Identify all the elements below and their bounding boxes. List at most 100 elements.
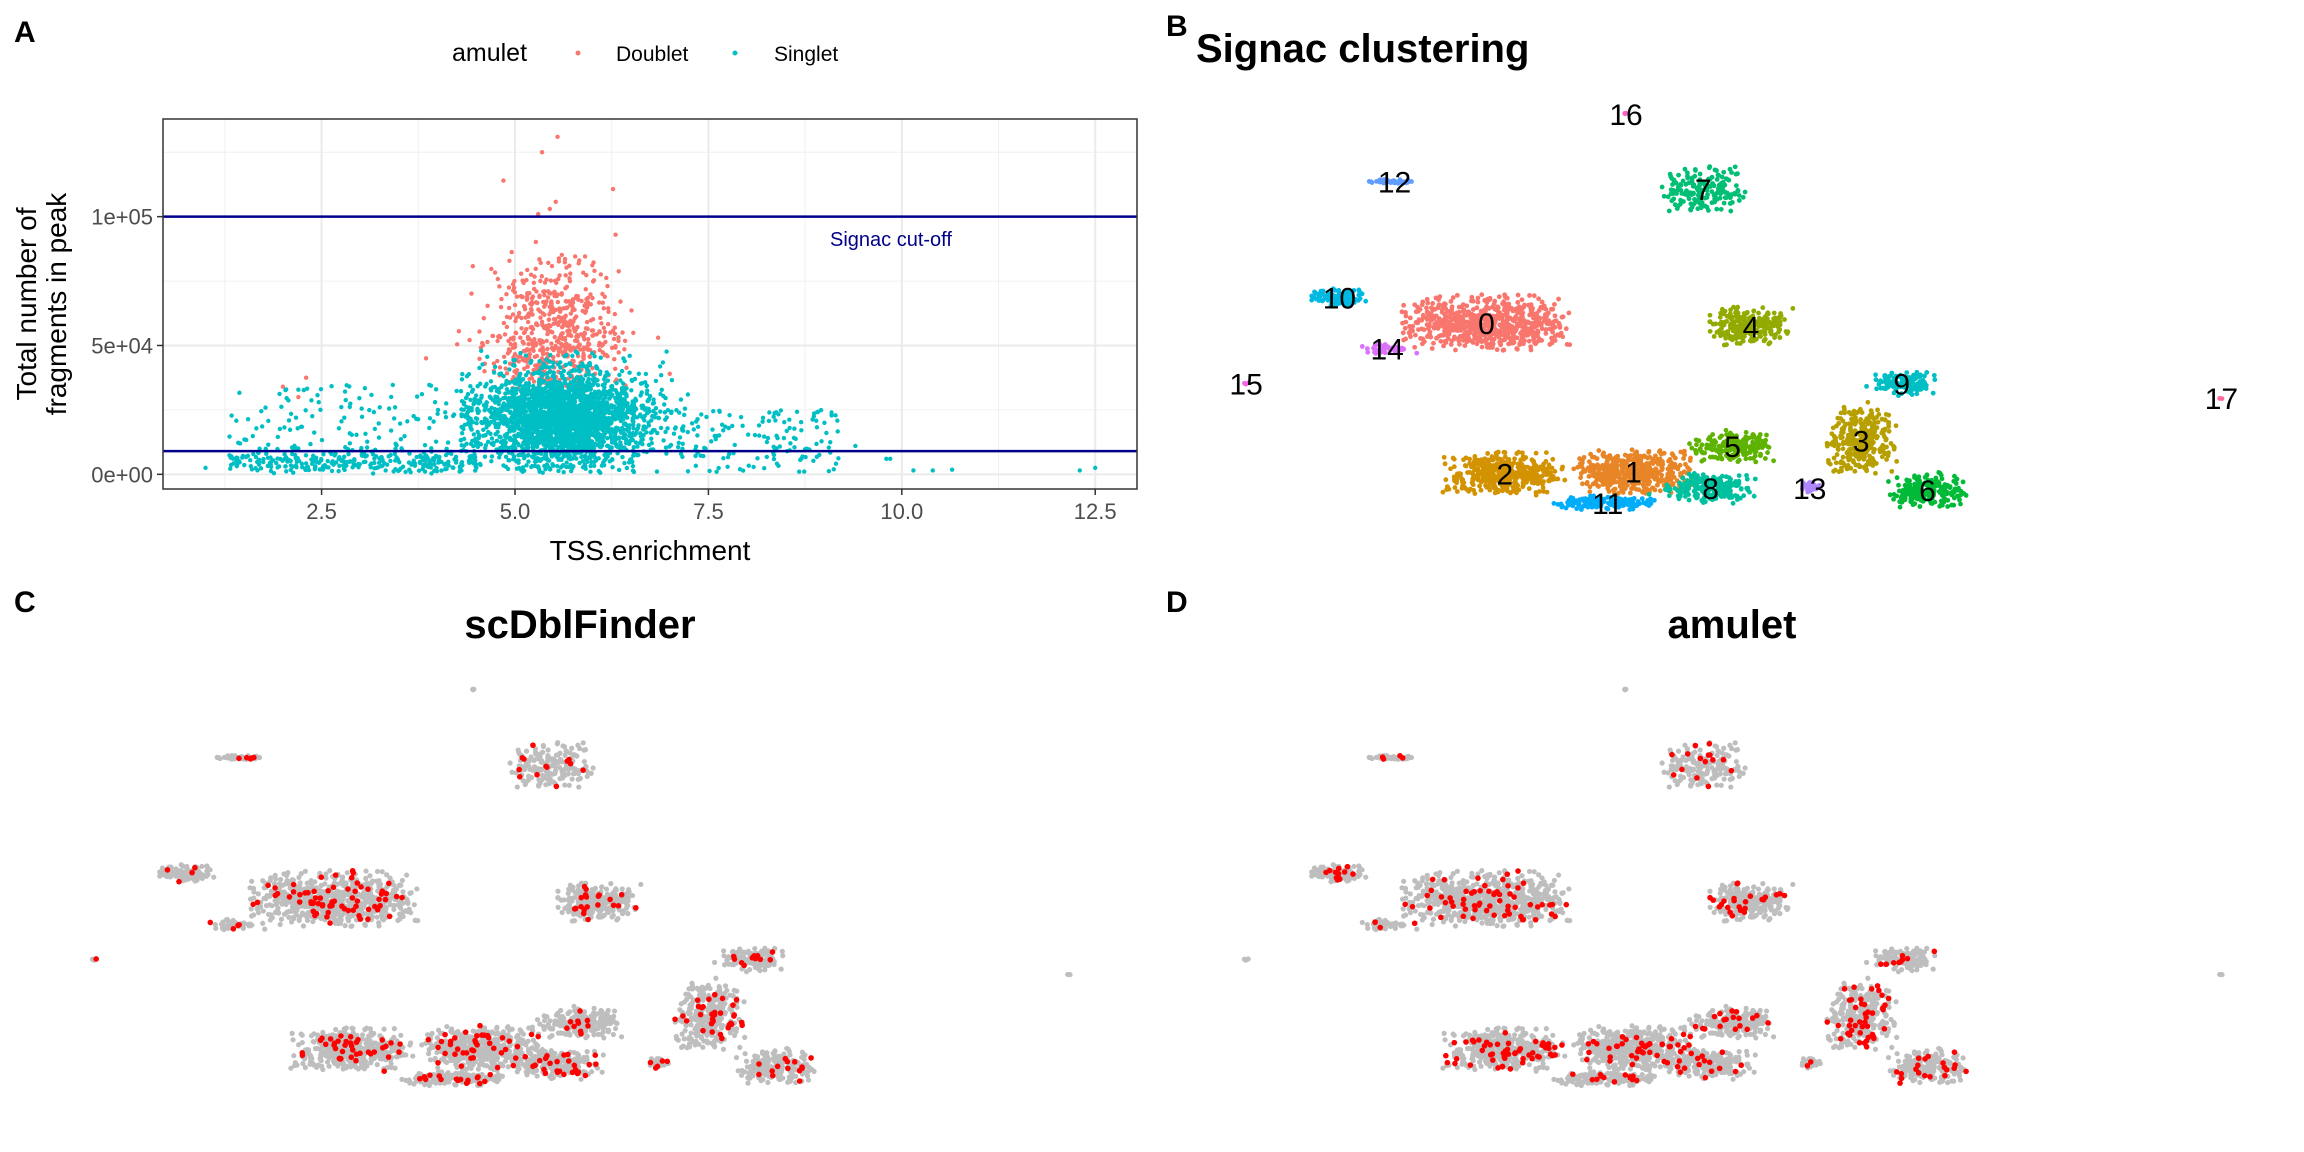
cell-point-cluster-1 <box>1617 475 1623 481</box>
point-singlet <box>406 460 412 465</box>
point-singlet <box>301 387 307 393</box>
cell-point-cluster-0 <box>1471 318 1476 324</box>
point-singlet <box>339 404 344 410</box>
point-singlet <box>568 373 573 379</box>
point-singlet <box>561 403 567 408</box>
point-doublet <box>613 345 618 350</box>
point-singlet <box>556 468 561 474</box>
point-singlet <box>630 416 636 421</box>
cell-point-cluster-0 <box>1416 327 1421 333</box>
cell-point-cluster-0 <box>1401 302 1407 308</box>
point-singlet <box>576 420 581 425</box>
point-doublet <box>563 286 568 291</box>
point-singlet <box>507 458 512 463</box>
point-singlet <box>550 382 555 388</box>
point-singlet <box>585 413 591 419</box>
point-doublet <box>519 315 524 321</box>
point-doublet <box>568 348 573 353</box>
point-singlet <box>526 452 531 458</box>
cell-point-cluster-1 <box>1571 466 1577 472</box>
point-doublet <box>490 333 495 339</box>
point-doublet <box>582 331 588 336</box>
point-singlet <box>751 464 756 470</box>
point-singlet <box>605 378 611 383</box>
point-singlet <box>535 430 540 435</box>
cell-point-cluster-0 <box>1428 312 1434 318</box>
point-doublet <box>467 337 472 343</box>
point-doublet <box>296 394 301 400</box>
point-doublet <box>551 316 557 322</box>
point-doublet <box>538 278 543 284</box>
point-singlet <box>547 369 553 374</box>
cell-point-cluster-1 <box>1672 461 1678 467</box>
point-singlet <box>662 402 667 407</box>
point-singlet <box>260 459 266 465</box>
point-singlet <box>512 396 518 402</box>
point-doublet <box>629 308 634 313</box>
cell-point-cluster-1 <box>1594 456 1600 462</box>
point-doublet <box>542 312 547 317</box>
cell-point-cluster-1 <box>1652 470 1657 476</box>
point-doublet <box>575 339 580 344</box>
point-singlet <box>403 469 408 475</box>
point-singlet <box>561 442 566 447</box>
point-singlet <box>619 403 625 409</box>
point-singlet <box>237 390 242 395</box>
point-singlet <box>581 413 587 419</box>
point-singlet <box>461 426 466 432</box>
point-singlet <box>643 371 649 377</box>
cell-point-cluster-1 <box>1675 466 1681 472</box>
point-singlet <box>439 468 444 473</box>
point-doublet <box>541 304 547 309</box>
point-doublet <box>527 347 532 353</box>
cell-point-cluster-0 <box>1504 295 1510 301</box>
point-singlet <box>259 408 264 414</box>
point-singlet <box>315 392 320 398</box>
cell-point-cluster-0 <box>1482 298 1488 303</box>
point-doublet <box>539 274 544 279</box>
point-doublet <box>575 293 581 299</box>
point-doublet <box>510 282 516 287</box>
cell-point-cluster-0 <box>1500 347 1506 353</box>
point-doublet <box>568 311 574 316</box>
legend-label-singlet: Singlet <box>774 43 838 66</box>
point-singlet <box>774 433 779 439</box>
point-singlet <box>316 400 321 405</box>
point-singlet <box>815 410 820 415</box>
point-singlet <box>432 399 438 405</box>
point-singlet <box>660 360 666 365</box>
point-doublet <box>612 311 618 317</box>
point-doublet <box>616 338 621 344</box>
cell-point-cluster-1 <box>1600 466 1605 471</box>
point-doublet <box>495 276 500 282</box>
point-singlet <box>517 406 522 411</box>
point-doublet <box>598 272 604 277</box>
point-singlet <box>593 414 599 419</box>
point-doublet <box>612 366 618 372</box>
point-singlet <box>543 385 549 390</box>
point-singlet <box>617 398 622 403</box>
point-singlet <box>604 424 610 429</box>
point-singlet <box>685 469 691 474</box>
point-singlet <box>536 464 541 469</box>
point-doublet <box>525 364 530 369</box>
point-singlet <box>555 430 561 436</box>
point-singlet <box>551 412 556 418</box>
point-singlet <box>631 426 636 431</box>
cell-point-cluster-1 <box>1669 451 1675 457</box>
panel-label-a: A <box>14 16 36 49</box>
cell-point-cluster-1 <box>1649 485 1655 491</box>
point-singlet <box>561 368 567 374</box>
point-singlet <box>631 469 637 475</box>
cell-point-cluster-0 <box>1479 292 1485 298</box>
point-singlet <box>612 404 617 409</box>
cell-point-cluster-1 <box>1582 468 1588 474</box>
point-singlet <box>476 409 482 414</box>
cell-point-cluster-0 <box>1456 304 1462 310</box>
point-doublet <box>533 341 539 346</box>
cell-point-cluster-1 <box>1686 466 1692 472</box>
point-singlet <box>567 361 572 366</box>
point-doublet <box>597 347 602 353</box>
point-doublet <box>519 326 524 331</box>
cell-point-cluster-0 <box>1415 308 1421 314</box>
